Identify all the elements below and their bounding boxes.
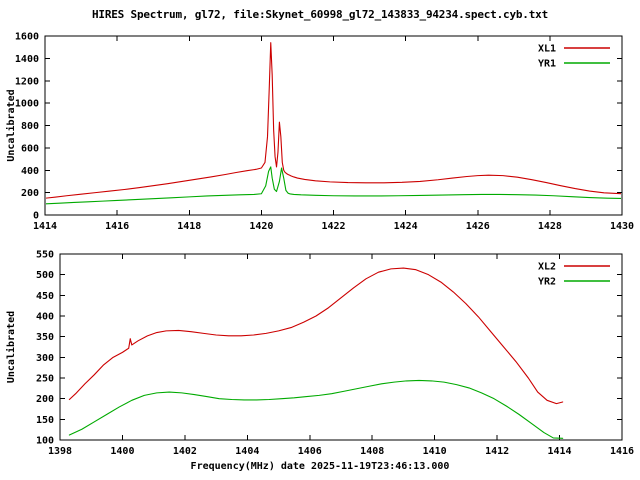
trace-yr1 xyxy=(46,166,621,205)
x-tick-label: 1422 xyxy=(321,221,345,232)
y-tick-label: 450 xyxy=(36,291,54,302)
legend-label-yr2: YR2 xyxy=(538,277,556,288)
x-tick-label: 1402 xyxy=(173,446,197,457)
y-tick-label: 1400 xyxy=(15,54,39,65)
y-tick-label: 300 xyxy=(36,353,54,364)
y-tick-label: 200 xyxy=(21,188,39,199)
x-tick-label: 1420 xyxy=(249,221,273,232)
y-tick-label: 100 xyxy=(36,436,54,447)
x-tick-label: 1430 xyxy=(610,221,634,232)
trace-xl1 xyxy=(46,42,621,199)
trace-xl2 xyxy=(68,267,564,405)
y-tick-label: 350 xyxy=(36,332,54,343)
y-tick-label: 500 xyxy=(36,270,54,281)
y-tick-label: 1200 xyxy=(15,76,39,87)
x-tick-label: 1400 xyxy=(110,446,134,457)
x-tick-label: 1406 xyxy=(298,446,322,457)
y-tick-label: 400 xyxy=(21,166,39,177)
y-tick-label: 400 xyxy=(36,312,54,323)
y-axis-label: Uncalibrated xyxy=(5,89,17,161)
y-tick-label: 0 xyxy=(33,211,39,222)
x-axis-label: Frequency(MHz) date 2025-11-19T23:46:13.… xyxy=(190,461,450,472)
x-tick-label: 1418 xyxy=(177,221,201,232)
x-tick-label: 1416 xyxy=(105,221,129,232)
x-tick-label: 1410 xyxy=(423,446,447,457)
x-tick-label: 1428 xyxy=(538,221,562,232)
x-tick-label: 1416 xyxy=(610,446,634,457)
y-tick-label: 200 xyxy=(36,394,54,405)
x-tick-label: 1414 xyxy=(548,446,572,457)
x-tick-label: 1404 xyxy=(235,446,259,457)
plot-frame xyxy=(59,253,623,441)
x-tick-label: 1398 xyxy=(48,446,72,457)
page-title: HIRES Spectrum, gl72, file:Skynet_60998_… xyxy=(91,8,548,21)
y-tick-label: 150 xyxy=(36,415,54,426)
trace-yr2 xyxy=(68,379,564,439)
x-tick-label: 1426 xyxy=(466,221,490,232)
x-tick-label: 1424 xyxy=(394,221,418,232)
y-tick-label: 800 xyxy=(21,121,39,132)
x-tick-label: 1408 xyxy=(360,446,384,457)
x-tick-label: 1414 xyxy=(33,221,57,232)
y-tick-label: 250 xyxy=(36,374,54,385)
x-tick-label: 1412 xyxy=(485,446,509,457)
y-tick-label: 1000 xyxy=(15,99,39,110)
legend-label-yr1: YR1 xyxy=(538,59,556,70)
y-axis-label: Uncalibrated xyxy=(5,311,17,383)
y-tick-label: 1600 xyxy=(15,32,39,43)
legend-label-xl2: XL2 xyxy=(538,262,556,273)
legend-label-xl1: XL1 xyxy=(538,44,556,55)
y-tick-label: 550 xyxy=(36,250,54,261)
y-tick-label: 600 xyxy=(21,143,39,154)
